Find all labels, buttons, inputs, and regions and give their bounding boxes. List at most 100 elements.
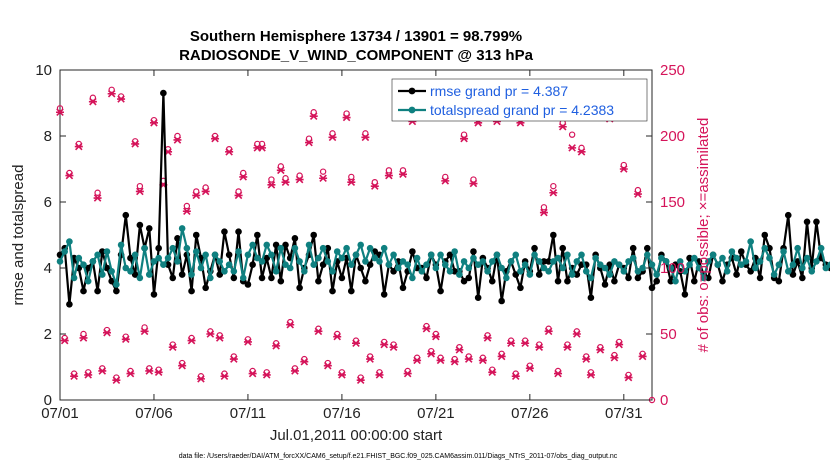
obs-assimilated-point bbox=[290, 367, 299, 375]
totalspread-point bbox=[413, 254, 421, 262]
totalspread-point bbox=[221, 268, 228, 275]
totalspread-point bbox=[197, 264, 205, 272]
totalspread-point bbox=[761, 244, 769, 252]
totalspread-point bbox=[587, 274, 595, 282]
obs-assimilated-point bbox=[295, 175, 304, 184]
rmse-point bbox=[380, 291, 388, 298]
obs-assimilated-point bbox=[178, 361, 187, 370]
obs-assimilated-point bbox=[60, 336, 69, 345]
rmse-point bbox=[249, 261, 256, 269]
obs-assimilated-point bbox=[398, 170, 407, 179]
totalspread-point bbox=[784, 268, 792, 275]
totalspread-point bbox=[385, 261, 393, 269]
totalspread-point bbox=[799, 264, 806, 272]
totalspread-point bbox=[752, 264, 759, 272]
obs-assimilated-point bbox=[248, 369, 257, 378]
obs-assimilated-point bbox=[403, 369, 412, 378]
obs-assimilated-point bbox=[413, 356, 422, 365]
rmse-point bbox=[127, 254, 134, 262]
obs-possible-point bbox=[56, 105, 64, 112]
obs-possible-point bbox=[94, 189, 101, 196]
obs-assimilated-point bbox=[610, 353, 619, 362]
rmse-point bbox=[202, 284, 209, 292]
y-tick-label: 10 bbox=[35, 62, 52, 79]
obs-possible-point bbox=[329, 130, 336, 137]
obs-possible-point bbox=[319, 168, 327, 175]
totalspread-point bbox=[653, 271, 660, 278]
obs-assimilated-point bbox=[342, 113, 351, 122]
totalspread-point bbox=[822, 264, 830, 272]
totalspread-point bbox=[207, 274, 214, 282]
obs-assimilated-point bbox=[140, 327, 149, 336]
rmse-point bbox=[366, 261, 374, 269]
obs-assimilated-point bbox=[563, 343, 572, 351]
rmse-point bbox=[629, 244, 637, 252]
rmse-point bbox=[705, 274, 712, 282]
totalspread-point bbox=[775, 261, 783, 269]
rmse-point bbox=[559, 244, 567, 252]
y2-tick-label: 50 bbox=[660, 326, 677, 343]
rmse-point bbox=[766, 244, 773, 252]
totalspread-point bbox=[122, 264, 130, 272]
x-tick-label: 07/26 bbox=[511, 405, 549, 422]
totalspread-point bbox=[789, 261, 797, 269]
totalspread-point bbox=[127, 268, 134, 275]
obs-possible-point bbox=[540, 204, 548, 211]
totalspread-point bbox=[756, 258, 764, 265]
obs-assimilated-point bbox=[305, 138, 314, 147]
chart-title: Southern Hemisphere 13734 / 13901 = 98.7… bbox=[190, 28, 522, 45]
totalspread-point bbox=[564, 251, 571, 259]
obs-assimilated-point bbox=[182, 207, 191, 216]
obs-assimilated-point bbox=[427, 350, 436, 358]
totalspread-point bbox=[235, 248, 242, 255]
totalspread-point bbox=[634, 268, 642, 275]
obs-assimilated-point bbox=[507, 339, 516, 348]
totalspread-point bbox=[545, 268, 552, 275]
obs-assimilated-point bbox=[192, 191, 201, 200]
totalspread-point bbox=[399, 258, 407, 265]
obs-possible-point bbox=[258, 140, 266, 148]
rmse-point bbox=[66, 301, 73, 308]
obs-assimilated-point bbox=[347, 178, 356, 186]
obs-assimilated-point bbox=[323, 361, 332, 370]
rmse-point bbox=[324, 244, 332, 252]
obs-assimilated-point bbox=[488, 368, 497, 377]
rmse-point bbox=[587, 294, 595, 302]
obs-assimilated-point bbox=[215, 334, 224, 342]
rmse-point bbox=[150, 291, 158, 298]
totalspread-point bbox=[56, 258, 64, 265]
totalspread-point bbox=[94, 251, 101, 259]
obs-assimilated-point bbox=[220, 372, 229, 381]
obs-assimilated-point bbox=[243, 338, 252, 346]
totalspread-point bbox=[409, 274, 416, 282]
totalspread-point bbox=[672, 277, 679, 285]
obs-possible-point bbox=[442, 173, 449, 181]
obs-assimilated-point bbox=[549, 188, 558, 197]
totalspread-point bbox=[136, 274, 144, 282]
rmse-point bbox=[310, 231, 318, 239]
totalspread-point bbox=[780, 248, 787, 255]
rmse-point bbox=[230, 274, 238, 282]
obs-assimilated-point bbox=[70, 372, 79, 381]
rmse-point bbox=[409, 248, 416, 255]
totalspread-point bbox=[601, 264, 609, 272]
y2-tick-label: 150 bbox=[660, 194, 685, 211]
rmse-point bbox=[272, 241, 280, 249]
y2-axis-label: # of obs: o=possible; ×=assimilated bbox=[695, 118, 712, 353]
totalspread-point bbox=[709, 251, 717, 259]
rmse-point bbox=[606, 261, 614, 269]
totalspread-point bbox=[662, 258, 670, 265]
totalspread-point bbox=[75, 254, 83, 262]
totalspread-point bbox=[258, 258, 266, 265]
rmse-point bbox=[178, 271, 186, 278]
totalspread-point bbox=[117, 241, 125, 249]
totalspread-point bbox=[362, 258, 369, 265]
y2-tick-label: 250 bbox=[660, 62, 685, 79]
obs-assimilated-point bbox=[436, 356, 445, 365]
obs-assimilated-point bbox=[98, 367, 107, 375]
totalspread-point bbox=[517, 268, 524, 275]
obs-assimilated-series bbox=[56, 87, 647, 384]
rmse-point bbox=[188, 287, 195, 295]
totalspread-point bbox=[465, 264, 473, 272]
obs-possible-point bbox=[193, 188, 200, 195]
